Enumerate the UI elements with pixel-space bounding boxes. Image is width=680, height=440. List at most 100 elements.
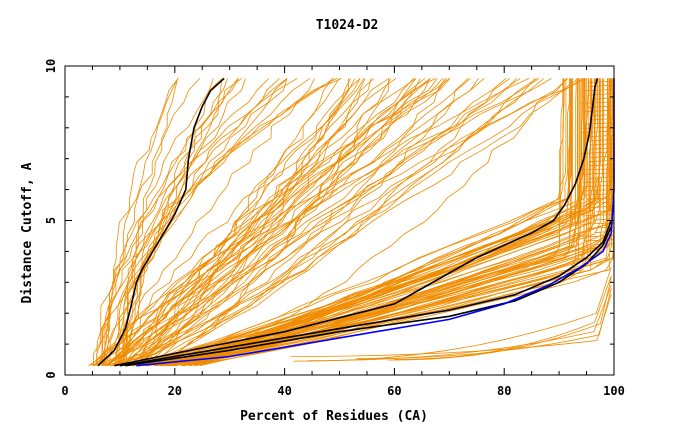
model-band-23 <box>589 147 615 150</box>
model-curve-107 <box>91 78 361 367</box>
model-curve-106 <box>100 78 451 366</box>
model-curve-20 <box>173 78 597 367</box>
axis-ticks: 0 20 40 60 80 100 0 5 10 <box>44 59 625 398</box>
model-band-22 <box>581 151 615 154</box>
model-band-34 <box>581 101 615 104</box>
model-band-20 <box>588 159 615 163</box>
model-band-38 <box>587 84 615 88</box>
model-band-37 <box>583 88 615 92</box>
model-band-35 <box>594 97 615 100</box>
model-curve-104 <box>127 78 375 367</box>
model-curve-81 <box>110 78 446 367</box>
model-curve-126 <box>104 78 201 366</box>
model-curve-128 <box>118 78 223 366</box>
x-tick-label-0: 0 <box>61 384 68 398</box>
y-axis-label: Distance Cutoff, A <box>20 162 35 303</box>
model-curve-61 <box>166 78 590 367</box>
model-curve-141 <box>103 78 288 366</box>
chart-title: T1024-D2 <box>316 18 379 33</box>
model-band-19 <box>589 164 615 167</box>
model-curve-115 <box>90 78 530 366</box>
model-curve-114 <box>140 78 580 366</box>
model-curve-57 <box>170 78 585 367</box>
model-curve-120 <box>122 78 239 366</box>
model-curve-118 <box>93 78 552 366</box>
model-curve-110 <box>94 78 438 366</box>
model-curve-flat-5 <box>388 277 612 361</box>
model-band-5 <box>581 222 615 225</box>
model-curve-140 <box>98 78 338 366</box>
model-curve-48 <box>140 78 571 367</box>
model-curve-112 <box>133 78 421 367</box>
y-tick-label-0: 0 <box>44 371 58 378</box>
model-curve-117 <box>135 78 431 366</box>
model-curve-105 <box>140 78 521 367</box>
model-curve-flat-3 <box>290 294 612 357</box>
model-band-6 <box>593 218 615 221</box>
model-band-31 <box>592 113 615 117</box>
model-band-13 <box>584 189 615 192</box>
model-band-14 <box>582 184 615 188</box>
model-curve-116 <box>125 78 507 367</box>
model-curve-108 <box>124 78 417 366</box>
highlight-curve-3 <box>119 220 613 367</box>
model-curve-113 <box>102 78 431 367</box>
model-band-39 <box>587 80 615 83</box>
highlight-curve-1 <box>97 77 225 367</box>
highlight-curve-2 <box>114 78 599 367</box>
model-curve-80 <box>121 78 471 367</box>
x-tick-label-20: 20 <box>168 384 182 398</box>
model-band-24 <box>589 143 615 146</box>
x-tick-label-100: 100 <box>603 384 625 398</box>
model-band-28 <box>582 126 615 129</box>
model-curve-63 <box>133 78 610 367</box>
model-curve-25 <box>188 78 610 367</box>
model-curve-4 <box>160 78 592 367</box>
plot-lines <box>88 77 615 367</box>
model-curve-52 <box>153 78 579 367</box>
model-curve-133 <box>96 78 228 366</box>
model-curve-65 <box>137 78 598 367</box>
model-curve-111 <box>94 78 361 367</box>
model-curve-58 <box>199 78 593 367</box>
model-curve-64 <box>147 78 595 367</box>
model-band-21 <box>590 155 615 159</box>
highlight-curve-4 <box>125 226 613 367</box>
reference-curve-5 <box>136 78 615 367</box>
model-band-17 <box>584 172 615 175</box>
model-curve-98 <box>111 78 517 367</box>
y-tick-label-10: 10 <box>44 59 58 73</box>
model-band-10 <box>587 201 615 204</box>
model-curve-87 <box>110 78 587 367</box>
model-band-16 <box>589 176 615 179</box>
model-curve-134 <box>99 78 334 366</box>
model-curve-139 <box>117 78 342 366</box>
model-band-9 <box>590 205 615 209</box>
model-curve-84 <box>112 78 538 367</box>
model-band-1 <box>584 239 615 242</box>
model-band-27 <box>581 130 615 133</box>
model-band-26 <box>590 134 615 138</box>
model-curve-flat-4 <box>356 288 612 360</box>
model-curve-136 <box>93 78 242 366</box>
model-curve-135 <box>102 78 179 366</box>
model-curve-94 <box>139 78 426 366</box>
model-curve-88 <box>115 78 390 366</box>
x-tick-label-40: 40 <box>277 384 291 398</box>
model-curve-91 <box>108 78 450 366</box>
model-curve-95 <box>138 78 545 367</box>
model-curve-33 <box>160 78 579 367</box>
model-curve-137 <box>121 78 246 366</box>
model-band-7 <box>581 214 615 217</box>
model-curve-127 <box>104 78 239 366</box>
model-curve-55 <box>190 78 585 367</box>
model-band-11 <box>586 197 615 200</box>
model-band-32 <box>583 109 615 113</box>
x-tick-label-60: 60 <box>387 384 401 398</box>
model-band-30 <box>590 118 615 121</box>
model-curve-73 <box>147 78 584 367</box>
y-tick-label-5: 5 <box>44 217 58 224</box>
model-curve-83 <box>146 78 568 367</box>
model-band-25 <box>589 138 615 142</box>
